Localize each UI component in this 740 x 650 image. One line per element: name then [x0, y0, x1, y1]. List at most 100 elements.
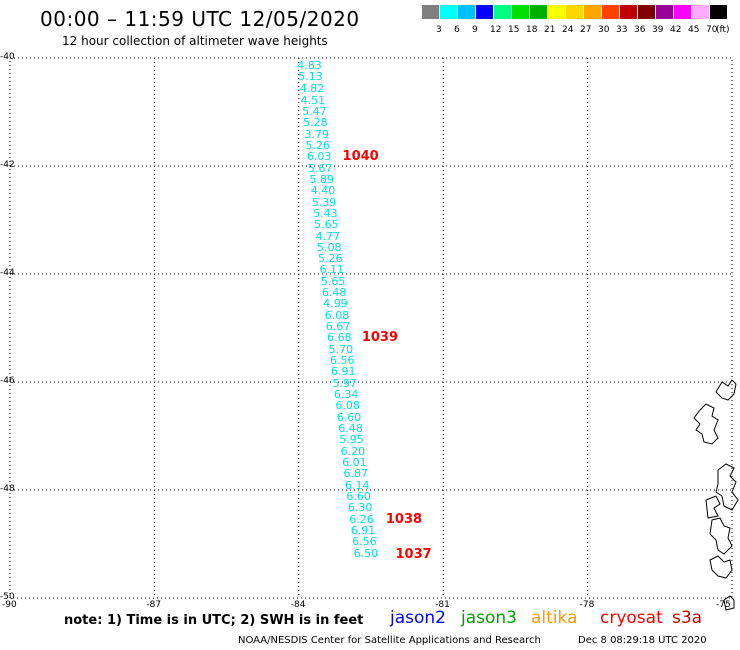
wave-height-value: 5.26	[318, 251, 343, 265]
colorbar-label: 9	[472, 25, 478, 35]
pass-time-label: 1037	[395, 546, 432, 562]
coastline-segment	[709, 555, 733, 579]
wave-height-value: 4.51	[300, 93, 326, 107]
colorbar-swatch	[584, 5, 601, 19]
latitude-label: -48	[0, 484, 15, 494]
wave-height-value: 5.08	[317, 241, 342, 255]
wave-height-value: 6.30	[347, 501, 373, 515]
wave-height-value: 6.56	[330, 353, 355, 367]
wave-height-value: 5.47	[302, 105, 327, 118]
wave-height-value: 6.03	[306, 150, 332, 164]
colorbar-swatch	[530, 5, 547, 19]
pass-time-label: 1040	[342, 149, 379, 165]
wave-height-value: 6.50	[353, 546, 379, 560]
longitude-label: -81	[435, 600, 450, 610]
credit-text: NOAA/NESDIS Center for Satellite Applica…	[238, 635, 541, 646]
wave-height-value: 6.26	[349, 512, 374, 526]
coastline-segment	[709, 517, 733, 555]
satellite-s3a-label: s3a	[672, 608, 703, 628]
longitude-label: -75	[716, 600, 731, 610]
graticule	[9, 57, 733, 599]
generation-timestamp: Dec 8 08:29:18 UTC 2020	[578, 635, 707, 646]
wave-height-value: 4.77	[315, 229, 341, 243]
satellite-altika-label: altika	[531, 608, 578, 628]
longitude-label: -78	[579, 600, 595, 610]
colorbar-label: 70	[706, 25, 718, 35]
wave-height-value: 4.99	[323, 297, 348, 311]
colorbar-swatch	[602, 5, 619, 19]
wave-height-value: 6.48	[321, 285, 347, 299]
latitude-label: -46	[0, 376, 15, 386]
wave-height-value: 6.67	[325, 319, 351, 333]
wave-height-value: 5.28	[303, 116, 328, 130]
wave-height-value: 3.79	[304, 127, 330, 141]
coastline-segment	[715, 463, 739, 511]
wave-height-value: 5.97	[332, 376, 357, 390]
colorbar-swatch	[440, 5, 457, 19]
colorbar-swatch	[422, 5, 439, 19]
wave-height-value: 5.43	[313, 207, 338, 221]
latitude-label: -42	[0, 160, 15, 170]
colorbar-label: 42	[670, 25, 682, 35]
coastline-segment	[705, 495, 721, 519]
colorbar-label: 45	[688, 25, 700, 35]
longitude-label: -87	[146, 600, 162, 610]
wave-height-value: 4.40	[310, 184, 336, 198]
colorbar-swatch	[710, 5, 727, 19]
wave-height-value: 4.82	[299, 82, 325, 96]
footer-note: note: 1) Time is in UTC; 2) SWH is in fe…	[64, 613, 364, 628]
wave-height-value: 6.60	[336, 410, 362, 424]
longitude-label: -90	[2, 600, 17, 610]
latitude-label: -40	[0, 52, 15, 62]
colorbar-swatch	[656, 5, 673, 19]
wave-height-value: 6.14	[344, 478, 370, 492]
wave-height-value: 5.26	[305, 139, 330, 153]
satellite-jason3-label: jason3	[461, 608, 517, 628]
wave-height-value: 6.08	[335, 399, 360, 413]
colorbar-swatch	[692, 5, 709, 19]
longitude-label: -84	[290, 600, 306, 610]
wave-height-value: 6.87	[343, 467, 369, 481]
wave-height-value: 5.89	[309, 173, 334, 187]
colorbar-swatch	[458, 5, 475, 19]
colorbar-label: 21	[544, 25, 556, 35]
colorbar-label: 36	[634, 25, 646, 35]
pass-time-label: 1038	[385, 511, 423, 527]
colorbar-swatch	[494, 5, 511, 19]
wave-height-value: 4.83	[297, 59, 322, 73]
wave-height-value: 6.01	[342, 456, 367, 469]
colorbar-label: 12	[490, 25, 502, 35]
colorbar-label: 33	[616, 25, 628, 35]
wave-height-value: 5.65	[320, 274, 346, 288]
colorbar-label: 15	[508, 25, 520, 35]
wave-height-value: 5.95	[339, 433, 364, 447]
wave-height-value: 6.34	[333, 387, 359, 401]
colorbar-swatch	[620, 5, 637, 19]
colorbar-unit: (ft)	[716, 25, 730, 35]
coastline-segment	[723, 595, 735, 611]
colorbar-label: 27	[580, 25, 592, 35]
colorbar-swatch	[674, 5, 691, 19]
colorbar-label: 6	[454, 25, 460, 35]
colorbar-swatch	[638, 5, 655, 19]
wave-height-value: 5.39	[311, 195, 337, 209]
wave-height-value: 6.08	[324, 308, 350, 322]
colorbar-label: 30	[598, 25, 610, 35]
coastline-segment	[693, 403, 719, 445]
latitude-label: -44	[0, 268, 15, 278]
wave-height-value: 6.60	[346, 490, 371, 504]
pass-time-label: 1039	[361, 330, 398, 346]
map-title: 00:00 – 11:59 UTC 12/05/2020	[40, 7, 360, 31]
wave-height-value: 5.13	[298, 70, 323, 84]
coastline-segment	[715, 379, 737, 401]
colorbar-swatch	[548, 5, 565, 19]
colorbar-label: 39	[652, 25, 664, 35]
wave-height-value: 6.91	[350, 524, 376, 538]
colorbar-swatch	[512, 5, 529, 19]
colorbar-label: 18	[526, 25, 538, 35]
colorbar-label: 3	[436, 25, 442, 35]
satellite-cryosat-label: cryosat	[600, 608, 663, 628]
colorbar-swatch	[476, 5, 493, 19]
wave-height-value: 5.70	[328, 342, 354, 356]
